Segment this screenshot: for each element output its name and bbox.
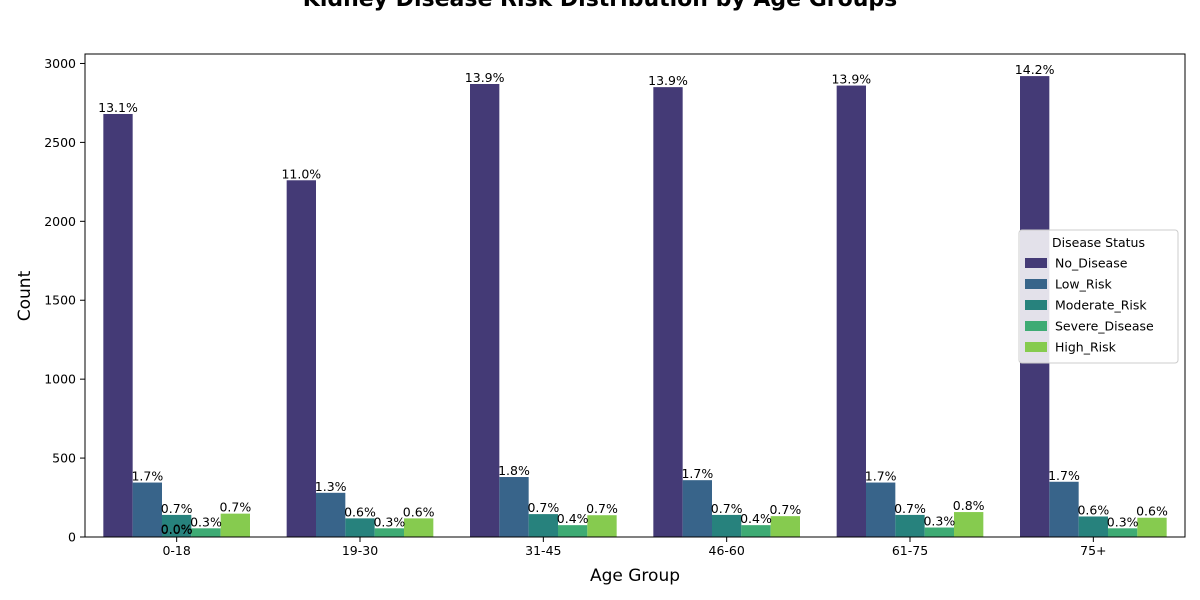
bar-no-disease-46-60 [653,87,683,537]
data-label: 11.0% [281,166,321,181]
bar-low-risk-75+ [1049,481,1079,537]
data-label: 0.7% [894,501,926,516]
bar-severe-disease-31-45 [558,525,588,537]
data-label: 1.7% [131,469,163,484]
bar-severe-disease-0-18 [191,528,221,537]
legend-entry: No_Disease [1055,256,1128,271]
data-label: 14.2% [1015,62,1055,77]
legend-entry: High_Risk [1055,340,1117,355]
data-label: 13.9% [648,73,688,88]
legend-title: Disease Status [1052,235,1145,250]
data-label: 1.7% [1048,468,1080,483]
bar-low-risk-0-18 [132,482,162,537]
bar-severe-disease-61-75 [924,527,954,537]
bar-no-disease-61-75 [836,85,866,537]
data-label: 0.7% [527,500,559,515]
y-tick-label: 2500 [44,135,76,150]
bar-moderate-risk-75+ [1078,516,1108,537]
data-label: 0.7% [711,501,743,516]
bars-group [103,76,1167,538]
legend-swatch [1025,279,1047,289]
x-tick-label: 31-45 [525,543,561,558]
data-label: 1.7% [681,466,713,481]
data-label: 13.1% [98,100,138,115]
bar-moderate-risk-46-60 [712,514,742,537]
bar-moderate-risk-31-45 [528,514,558,537]
data-label: 0.6% [1136,504,1168,519]
x-axis: 0-18 19-30 31-45 46-60 61-75 75+ [162,537,1107,558]
data-label: 0.3% [1107,514,1139,529]
data-label: 0.4% [740,511,772,526]
bar-low-risk-61-75 [866,482,896,537]
legend-swatch [1025,321,1047,331]
y-tick-label: 3000 [44,56,76,71]
legend-entry: Severe_Disease [1055,319,1154,334]
data-label: 0.3% [923,514,955,529]
data-label: 1.7% [865,469,897,484]
bar-low-risk-46-60 [682,480,712,537]
x-tick-label: 75+ [1080,543,1106,558]
y-tick-label: 2000 [44,214,76,229]
data-label: 0.6% [344,504,376,519]
bar-high-risk-75+ [1137,517,1167,537]
data-label: 13.9% [465,70,505,85]
data-label: 0.4% [557,511,589,526]
bar-high-risk-46-60 [770,516,800,537]
plot-frame [84,53,1186,538]
data-labels-group: 13.1% 11.0% 13.9% 13.9% 13.9% 14.2% 1.7% 1.3% 1.… [98,62,1168,537]
legend: Disease Status No_Disease Low_Risk Moderate… [1018,229,1179,364]
x-tick-label: 0-18 [162,543,190,558]
data-label-zero: 0.0% [161,522,193,537]
bar-low-risk-19-30 [316,492,346,537]
chart-title: Kidney Disease Risk Distribution by Age … [303,0,897,12]
bar-high-risk-61-75 [954,512,984,537]
legend-entry: Low_Risk [1055,277,1113,292]
bar-high-risk-19-30 [404,518,434,537]
data-label: 0.3% [190,514,222,529]
bar-moderate-risk-0-18 [162,514,192,537]
data-label: 0.6% [1077,502,1109,517]
data-label: 13.9% [831,72,871,87]
data-label-zero: 0.0% [161,522,193,537]
bar-high-risk-31-45 [587,515,617,537]
y-tick-label: 500 [52,451,76,466]
legend-swatch [1025,342,1047,352]
data-label: 1.8% [498,463,530,478]
data-label: 0.7% [586,501,618,516]
x-tick-label: 46-60 [709,543,745,558]
y-tick-label: 0 [68,530,76,545]
x-axis-label: Age Group [590,566,680,586]
data-label: 0.8% [953,498,985,513]
data-label: 0.6% [403,504,435,519]
data-label: 0.7% [769,502,801,517]
data-label: 0.3% [373,514,405,529]
bar-high-risk-0-18 [220,513,250,537]
data-label: 0.7% [161,501,193,516]
bar-moderate-risk-61-75 [895,514,925,537]
legend-box [1018,229,1179,364]
y-tick-label: 1000 [44,372,76,387]
x-tick-label: 61-75 [892,543,928,558]
x-tick-label: 19-30 [342,543,378,558]
data-label: 0.7% [219,500,251,515]
bar-severe-disease-75+ [1108,528,1138,537]
bar-severe-disease-19-30 [374,528,404,537]
bar-no-disease-31-45 [470,83,500,537]
bar-no-disease-0-18 [103,113,133,537]
y-tick-label: 1500 [44,293,76,308]
y-axis-label: Count [15,270,35,321]
legend-entry: Moderate_Risk [1055,298,1147,313]
bar-low-risk-31-45 [499,477,529,537]
bar-no-disease-19-30 [286,180,316,537]
data-label: 1.3% [315,479,347,494]
legend-swatch [1025,300,1047,310]
y-axis: 0 500 1000 1500 2000 2500 3000 [44,56,85,545]
legend-swatch [1025,258,1047,268]
bar-moderate-risk-19-30 [345,518,375,537]
bar-severe-disease-46-60 [741,525,771,537]
